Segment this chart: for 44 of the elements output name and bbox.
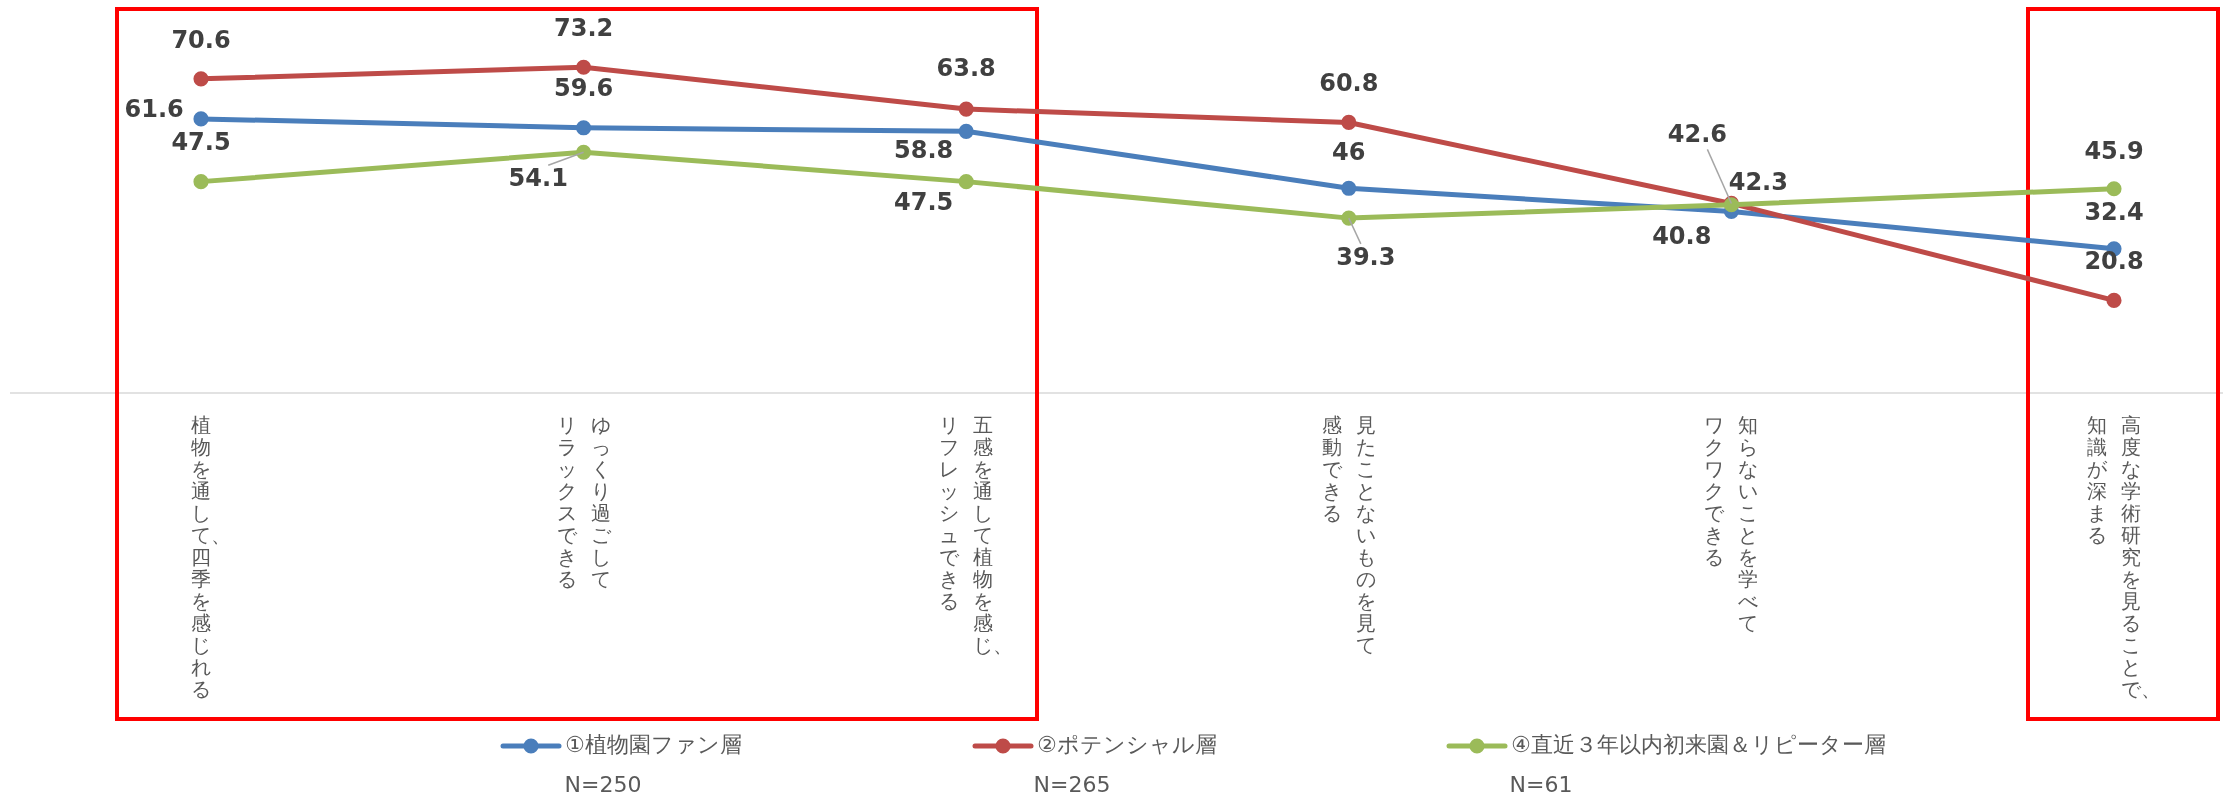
point bbox=[193, 71, 209, 87]
point bbox=[1341, 210, 1357, 226]
data-label: 58.8 bbox=[894, 136, 954, 165]
data-label: 46 bbox=[1332, 137, 1366, 166]
data-label: 61.6 bbox=[124, 95, 184, 124]
legend-label: ②ポテンシャル層 bbox=[1037, 732, 1217, 757]
data-label: 60.8 bbox=[1319, 69, 1379, 98]
data-label: 70.6 bbox=[171, 25, 231, 54]
data-label: 42.3 bbox=[1728, 168, 1788, 197]
point bbox=[193, 174, 209, 190]
point bbox=[2106, 292, 2122, 308]
text: N=61 bbox=[1509, 772, 1573, 797]
data-label: 40.8 bbox=[1652, 221, 1712, 250]
category-label: 見たことないものを見て感動できる bbox=[1321, 413, 1376, 657]
data-label: 20.8 bbox=[2084, 247, 2144, 276]
data-label: 45.9 bbox=[2084, 136, 2144, 165]
point bbox=[958, 101, 974, 117]
point bbox=[958, 123, 974, 139]
point bbox=[2106, 181, 2122, 197]
data-label: 39.3 bbox=[1336, 242, 1396, 271]
category-label: ゆっくり過ごしてリラックスできる bbox=[556, 413, 611, 591]
data-label: 47.5 bbox=[171, 128, 231, 157]
data-label: 47.5 bbox=[894, 187, 954, 216]
category-label: 高度な学術研究を見ることで、知識が深まる bbox=[2087, 413, 2161, 701]
data-label: 59.6 bbox=[553, 74, 614, 103]
legend-label: ④直近３年以内初来園＆リピーター層 bbox=[1511, 732, 1886, 757]
data-label: 42.6 bbox=[1667, 120, 1727, 149]
data-label: 32.4 bbox=[2084, 198, 2144, 227]
point bbox=[576, 59, 592, 75]
category-label: 植物を通して、四季を感じれる bbox=[191, 413, 231, 701]
data-label: 63.8 bbox=[936, 54, 996, 83]
legend-label: ①植物園ファン層 bbox=[565, 732, 742, 757]
data-label: 73.2 bbox=[553, 13, 614, 42]
point bbox=[1341, 114, 1357, 130]
text: N=250 bbox=[564, 772, 642, 797]
point bbox=[576, 120, 592, 136]
category-label: 知らないことを学べてワクワクできる bbox=[1704, 413, 1759, 635]
data-label: 54.1 bbox=[508, 164, 568, 193]
point bbox=[193, 111, 209, 127]
text: N=265 bbox=[1033, 772, 1111, 797]
point bbox=[1341, 180, 1357, 196]
point bbox=[576, 144, 592, 160]
category-label: 五感を通して植物を感じ、リフレッシュできる bbox=[939, 413, 1014, 657]
point bbox=[958, 174, 974, 190]
